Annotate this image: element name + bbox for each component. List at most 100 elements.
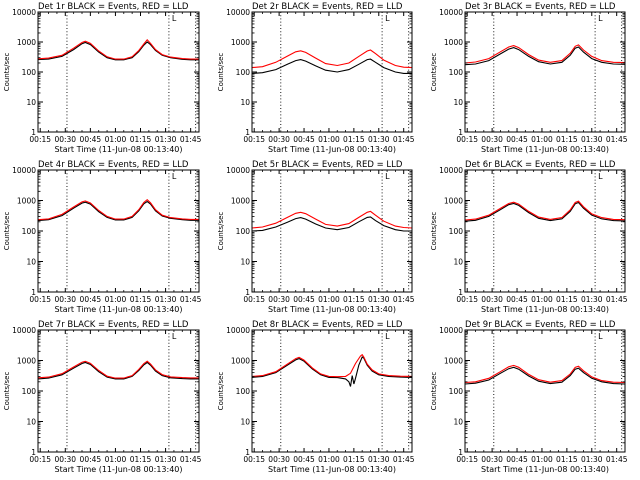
y-tick-label: 10000 [12, 166, 36, 175]
x-tick-label: 01:00 [318, 135, 340, 144]
x-tick-label: 01:15 [130, 455, 152, 464]
x-tick-label: 01:00 [105, 295, 127, 304]
x-tick-label: 00:15 [29, 295, 51, 304]
detector-panel: Det 3r BLACK = Events, RED = LLD L 1 10 100 1… [430, 2, 628, 154]
detector-panel: Det 5r BLACK = Events, RED = LLD L 1 10 100 1… [217, 160, 415, 314]
plot-frame [464, 169, 626, 293]
y-tick-label: 1 [458, 128, 463, 137]
y-axis-label: Counts/sec [3, 212, 11, 251]
marker-label: L [172, 14, 177, 23]
y-axis-label: Counts/sec [430, 53, 438, 92]
x-tick-label: 01:00 [531, 135, 553, 144]
x-tick-label: 01:30 [368, 455, 390, 464]
y-axis-label: Counts/sec [430, 212, 438, 251]
x-tick-label: 01:15 [130, 135, 152, 144]
x-tick-label: 01:15 [556, 135, 578, 144]
x-tick-label: 00:15 [243, 295, 265, 304]
marker-label: L [598, 332, 603, 341]
x-axis-label: Start Time (11-Jun-08 00:13:40) [55, 305, 183, 314]
x-tick-label: 00:45 [293, 455, 315, 464]
y-tick-label: 100 [236, 387, 251, 396]
events-series-line [465, 366, 625, 385]
x-tick-label: 00:15 [29, 135, 51, 144]
y-axis-label: Counts/sec [430, 372, 438, 411]
y-tick-label: 1 [31, 448, 36, 457]
panel-title: Det 2r BLACK = Events, RED = LLD [252, 2, 403, 12]
y-tick-label: 10000 [439, 166, 463, 175]
x-axis-label: Start Time (11-Jun-08 00:13:40) [481, 465, 609, 474]
y-tick-label: 100 [449, 227, 464, 236]
x-axis-label: Start Time (11-Jun-08 00:13:40) [481, 305, 609, 314]
x-tick-label: 01:30 [368, 295, 390, 304]
y-tick-label: 1000 [231, 197, 250, 206]
marker-label: L [385, 332, 390, 341]
y-tick-label: 10000 [226, 8, 250, 17]
x-tick-label: 01:30 [155, 295, 177, 304]
plot-frame [37, 169, 200, 293]
lld-series-line [38, 198, 199, 221]
x-tick-label: 00:15 [456, 295, 478, 304]
lld-series-line [252, 353, 412, 378]
y-tick-label: 10000 [439, 326, 463, 335]
y-tick-label: 1 [458, 448, 463, 457]
x-tick-label: 01:15 [556, 295, 578, 304]
y-tick-label: 1 [458, 288, 463, 297]
y-tick-label: 100 [22, 68, 37, 77]
y-tick-label: 10 [453, 418, 463, 427]
x-tick-label: 00:45 [506, 295, 528, 304]
x-tick-label: 00:45 [293, 295, 315, 304]
x-tick-label: 00:15 [456, 455, 478, 464]
panel-title: Det 1r BLACK = Events, RED = LLD [38, 2, 189, 12]
detector-panel: Det 1r BLACK = Events, RED = LLD L 1 10 100 1… [3, 2, 202, 154]
x-tick-label: 01:15 [343, 455, 365, 464]
y-tick-label: 1000 [17, 357, 36, 366]
x-tick-label: 00:30 [481, 135, 503, 144]
x-tick-label: 00:45 [80, 295, 102, 304]
y-tick-label: 1000 [444, 197, 463, 206]
marker-label: L [385, 14, 390, 23]
x-tick-label: 01:45 [180, 295, 202, 304]
x-tick-label: 00:30 [54, 455, 76, 464]
x-axis-label: Start Time (11-Jun-08 00:13:40) [268, 465, 396, 474]
x-tick-label: 01:00 [531, 295, 553, 304]
events-series-line [465, 201, 625, 222]
x-tick-label: 01:45 [393, 135, 415, 144]
x-tick-label: 01:00 [105, 135, 127, 144]
x-tick-label: 00:45 [80, 135, 102, 144]
x-tick-label: 00:30 [54, 295, 76, 304]
y-axis-label: Counts/sec [3, 372, 11, 411]
y-tick-label: 10 [26, 418, 36, 427]
detector-panel: Det 9r BLACK = Events, RED = LLD L 1 10 100 1… [430, 320, 628, 474]
x-tick-label: 01:45 [606, 135, 628, 144]
panel-title: Det 7r BLACK = Events, RED = LLD [38, 320, 189, 330]
lld-series-line [252, 210, 412, 229]
x-tick-label: 00:15 [456, 135, 478, 144]
panel-title: Det 5r BLACK = Events, RED = LLD [252, 160, 403, 170]
x-axis-label: Start Time (11-Jun-08 00:13:40) [55, 465, 183, 474]
y-tick-label: 10000 [226, 166, 250, 175]
x-tick-label: 00:15 [243, 135, 265, 144]
x-tick-label: 01:00 [318, 295, 340, 304]
x-axis-label: Start Time (11-Jun-08 00:13:40) [55, 145, 183, 154]
events-series-line [38, 41, 199, 61]
detector-panel: Det 8r BLACK = Events, RED = LLD L 1 10 100 1… [217, 320, 415, 474]
marker-label: L [598, 14, 603, 23]
panel-title: Det 6r BLACK = Events, RED = LLD [465, 160, 616, 170]
y-tick-label: 10 [26, 258, 36, 267]
y-tick-label: 1000 [444, 38, 463, 47]
y-tick-label: 10000 [12, 8, 36, 17]
x-tick-label: 01:45 [606, 295, 628, 304]
y-tick-label: 10 [240, 418, 250, 427]
y-tick-label: 1000 [17, 38, 36, 47]
y-tick-label: 10000 [226, 326, 250, 335]
y-tick-label: 100 [449, 387, 464, 396]
x-tick-label: 00:15 [29, 455, 51, 464]
y-tick-label: 10 [240, 258, 250, 267]
y-tick-label: 1 [31, 128, 36, 137]
x-tick-label: 01:30 [155, 135, 177, 144]
lld-series-line [38, 360, 199, 379]
x-tick-label: 01:15 [343, 295, 365, 304]
y-tick-label: 10 [26, 98, 36, 107]
x-axis-label: Start Time (11-Jun-08 00:13:40) [481, 145, 609, 154]
